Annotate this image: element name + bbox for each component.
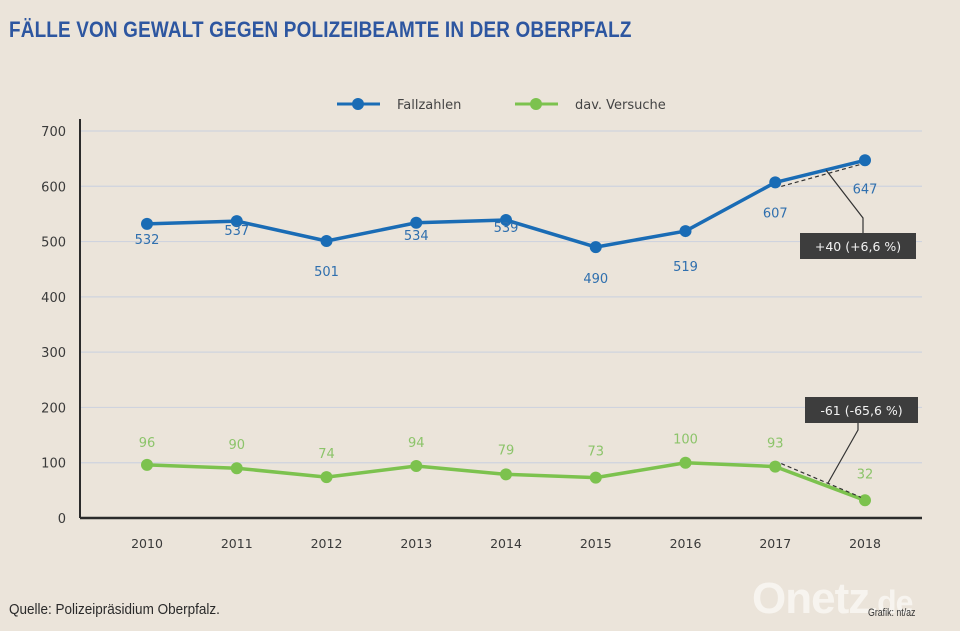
data-point — [410, 216, 423, 229]
leader-line — [827, 423, 859, 484]
data-label: 537 — [224, 224, 249, 239]
comparison-dashed-line — [781, 163, 862, 187]
x-tick-label: 2011 — [221, 536, 253, 551]
data-point — [769, 176, 782, 189]
y-tick-label: 100 — [41, 457, 66, 472]
x-tick-label: 2010 — [131, 536, 163, 551]
data-label: 93 — [767, 437, 784, 452]
data-label: 534 — [404, 229, 429, 244]
legend-marker-versuche — [530, 98, 542, 110]
data-point — [500, 468, 512, 481]
annotations-layer: +40 (+6,6 %) -61 (-65,6 %) — [781, 163, 918, 498]
y-tick-label: 400 — [41, 291, 66, 306]
legend-item-versuche: dav. Versuche — [515, 98, 666, 113]
series-versuche: 96 90 74 94 79 73 100 93 32 — [139, 433, 874, 507]
data-label: 94 — [408, 436, 425, 451]
y-tick-label: 0 — [58, 512, 66, 527]
data-point — [769, 460, 782, 473]
y-tick-label: 600 — [41, 180, 66, 195]
data-point — [859, 494, 871, 507]
x-tick-label: 2014 — [490, 536, 522, 551]
leader-line — [825, 169, 864, 233]
gridlines — [80, 130, 922, 464]
data-point — [230, 462, 243, 475]
data-point — [320, 471, 333, 484]
data-point — [500, 214, 512, 227]
onetz-logo: Onetz.de — [752, 574, 913, 624]
data-point — [679, 456, 692, 469]
data-point — [589, 471, 602, 484]
logo-tld: .de — [869, 584, 913, 620]
chart-title: FÄLLE VON GEWALT GEGEN POLIZEIBEAMTE IN … — [9, 17, 632, 42]
data-label: 519 — [673, 260, 698, 275]
legend-label-versuche: dav. Versuche — [575, 98, 666, 113]
data-point — [410, 460, 423, 473]
series-layer: 532 537 501 534 539 490 519 607 647 96 90 74 94 79 73 1… — [135, 154, 878, 507]
data-label: 100 — [673, 433, 698, 448]
y-tick-label: 200 — [41, 401, 66, 416]
data-point — [320, 235, 333, 248]
data-label: 73 — [587, 445, 604, 460]
x-tick-label: 2016 — [670, 536, 702, 551]
y-tick-label: 700 — [41, 125, 66, 140]
y-tick-label: 500 — [41, 236, 66, 251]
data-label: 607 — [763, 206, 788, 221]
comparison-dashed-line — [781, 463, 862, 498]
y-tick-label: 300 — [41, 346, 66, 361]
data-point — [141, 458, 153, 471]
data-point — [230, 215, 243, 228]
x-tick-label: 2018 — [849, 536, 881, 551]
data-label: 532 — [135, 233, 160, 248]
data-label: 501 — [314, 265, 339, 280]
data-label: 74 — [318, 447, 335, 462]
logo-main: Onetz — [752, 574, 870, 623]
series-fallzahlen: 532 537 501 534 539 490 519 607 647 — [135, 154, 878, 287]
graphic-credit: Grafik: nt/az — [868, 607, 916, 619]
x-tick-label: 2015 — [580, 536, 612, 551]
x-tick-label: 2017 — [759, 536, 791, 551]
x-tick-label: 2012 — [311, 536, 343, 551]
data-label: 32 — [857, 467, 874, 482]
source-note: Quelle: Polizeipräsidium Oberpfalz. — [9, 601, 220, 618]
legend-label-fallzahlen: Fallzahlen — [397, 98, 461, 113]
annotation-text: +40 (+6,6 %) — [815, 239, 901, 254]
annotation-versuche: -61 (-65,6 %) — [781, 397, 918, 498]
x-tick-label: 2013 — [400, 536, 432, 551]
data-label: 90 — [228, 438, 245, 453]
data-label: 96 — [139, 436, 156, 451]
data-label: 490 — [583, 272, 608, 287]
legend-marker-fallzahlen — [352, 98, 364, 110]
annotation-text: -61 (-65,6 %) — [820, 403, 902, 418]
legend-item-fallzahlen: Fallzahlen — [337, 98, 461, 113]
data-point — [141, 217, 153, 230]
y-axis-ticks: 0 100 200 300 400 500 600 700 — [41, 125, 66, 527]
annotation-box — [800, 233, 916, 259]
data-label: 539 — [494, 221, 519, 236]
data-point — [859, 154, 871, 167]
data-point — [679, 225, 692, 238]
annotation-box — [805, 397, 918, 423]
data-label: 79 — [498, 443, 515, 458]
data-label: 647 — [853, 182, 878, 197]
data-point — [589, 241, 602, 254]
x-axis-ticks: 2010 2011 2012 2013 2014 2015 2016 2017 2018 — [131, 536, 881, 551]
legend: Fallzahlen dav. Versuche — [337, 98, 666, 113]
annotation-fallzahlen: +40 (+6,6 %) — [781, 163, 916, 259]
